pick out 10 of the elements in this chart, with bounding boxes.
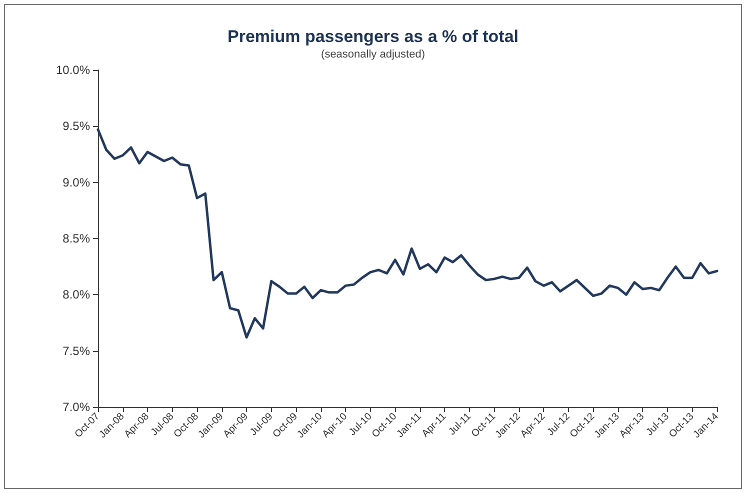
y-tick-label: 9.5% xyxy=(62,119,90,134)
chart-subtitle: (seasonally adjusted) xyxy=(321,48,425,60)
y-tick-label: 10.0% xyxy=(56,63,90,77)
line-series xyxy=(96,128,718,339)
chart-title: Premium passengers as a % of total xyxy=(228,27,518,46)
y-tick-label: 8.5% xyxy=(62,232,90,246)
y-tick-label: 9.0% xyxy=(62,175,90,190)
y-tick-label: 7.0% xyxy=(62,400,90,414)
y-tick-label: 7.5% xyxy=(62,344,90,358)
y-tick-label: 8.0% xyxy=(62,288,90,302)
